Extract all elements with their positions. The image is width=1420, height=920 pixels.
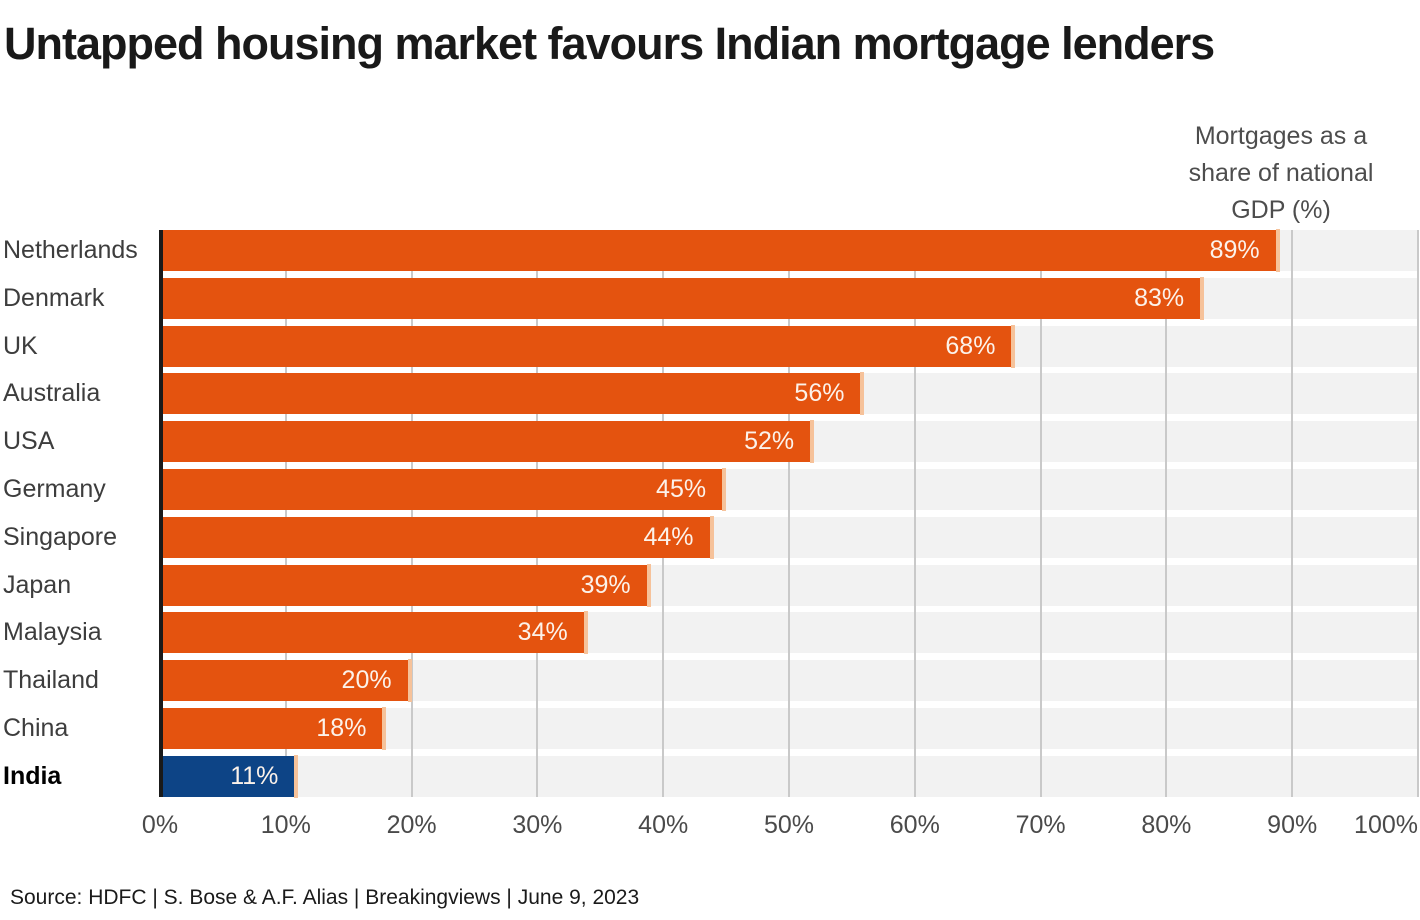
bar-thailand: 20% [163, 659, 412, 703]
bar-denmark: 83% [163, 276, 1205, 320]
bar-value-label: 18% [316, 714, 367, 742]
bar-value-label: 83% [1134, 283, 1185, 312]
axis-title-line-2: share of national [1188, 159, 1374, 187]
bar-end-cap [407, 659, 412, 703]
gridline-100 [1417, 230, 1419, 797]
bar-end-cap [646, 563, 651, 607]
x-tick-label-10pct: 10% [260, 811, 311, 839]
chart-title: Untapped housing market favours Indian m… [4, 18, 1215, 69]
bar-germany: 45% [163, 468, 727, 511]
bar-malaysia: 34% [163, 611, 588, 655]
gridline-20 [410, 230, 413, 797]
category-label-china: China [3, 714, 69, 742]
category-label-australia: Australia [3, 379, 101, 408]
bar-australia: 56% [163, 372, 865, 416]
x-tick-label-90pct: 90% [1267, 811, 1318, 839]
x-tick-label-70pct: 70% [1015, 811, 1066, 839]
gridline-80 [1165, 230, 1168, 797]
bar-end-cap [1011, 324, 1016, 368]
x-tick-label-20pct: 20% [386, 811, 437, 839]
bar-value-label: 39% [580, 570, 631, 599]
x-tick-label-0pct: 0% [141, 811, 179, 839]
x-tick-label-30pct: 30% [512, 811, 563, 839]
category-label-germany: Germany [3, 475, 106, 503]
source-attribution: Source: HDFC | S. Bose & A.F. Alias | Br… [10, 886, 640, 909]
bar-end-cap [709, 515, 714, 559]
bar-value-label: 68% [945, 331, 996, 360]
axis-title-line-1: Mortgages as a [1194, 122, 1368, 150]
gridline-40 [662, 230, 665, 797]
bar-value-label: 11% [230, 761, 279, 790]
gridline-90 [1291, 230, 1294, 797]
category-label-uk: UK [3, 331, 38, 360]
bar-value-label: 34% [517, 618, 568, 647]
bar-value-label: 89% [1209, 236, 1260, 264]
category-label-usa: USA [3, 427, 55, 456]
bar-end-cap [860, 372, 865, 416]
bar-end-cap [583, 611, 588, 655]
x-tick-label-100pct: 100% [1354, 811, 1418, 839]
bar-value-label: 52% [744, 427, 795, 456]
bar-china: 18% [163, 707, 387, 750]
bar-netherlands: 89% [163, 229, 1280, 272]
bar-singapore: 44% [163, 515, 714, 559]
category-label-singapore: Singapore [3, 522, 117, 551]
x-tick-label-80pct: 80% [1141, 811, 1192, 839]
bar-end-cap [294, 754, 299, 798]
category-label-india: India [3, 761, 62, 790]
bar-end-cap [1200, 276, 1205, 320]
bar-track-india [163, 755, 1418, 797]
bar-value-label: 56% [794, 379, 845, 408]
bar-japan: 39% [163, 563, 651, 607]
bar-end-cap [810, 420, 815, 464]
bar-value-label: 20% [341, 666, 392, 695]
bar-value-label: 45% [656, 475, 707, 503]
category-label-malaysia: Malaysia [3, 618, 102, 647]
bar-usa: 52% [163, 420, 815, 464]
gridline-50 [788, 230, 790, 797]
bar-value-label: 44% [643, 522, 694, 551]
x-tick-label-40pct: 40% [638, 811, 689, 839]
axis-title-line-3: GDP (%) [1231, 196, 1331, 224]
x-tick-label-50pct: 50% [763, 811, 815, 839]
axis-title: Mortgages as a share of national GDP (%) [1156, 118, 1406, 229]
gridline-30 [536, 230, 539, 797]
bar-end-cap [722, 468, 727, 511]
x-tick-label-60pct: 60% [889, 811, 940, 839]
bar-end-cap [382, 707, 387, 750]
category-label-netherlands: Netherlands [3, 236, 138, 264]
bar-uk: 68% [163, 324, 1016, 368]
category-label-denmark: Denmark [3, 283, 105, 312]
category-label-thailand: Thailand [3, 666, 99, 695]
gridline-70 [1039, 230, 1042, 797]
y-axis-line [159, 230, 163, 797]
bar-india: 11% [163, 754, 299, 798]
gridline-10 [284, 230, 287, 797]
gridline-60 [913, 230, 916, 797]
category-label-japan: Japan [3, 570, 72, 599]
bar-end-cap [1275, 229, 1280, 272]
